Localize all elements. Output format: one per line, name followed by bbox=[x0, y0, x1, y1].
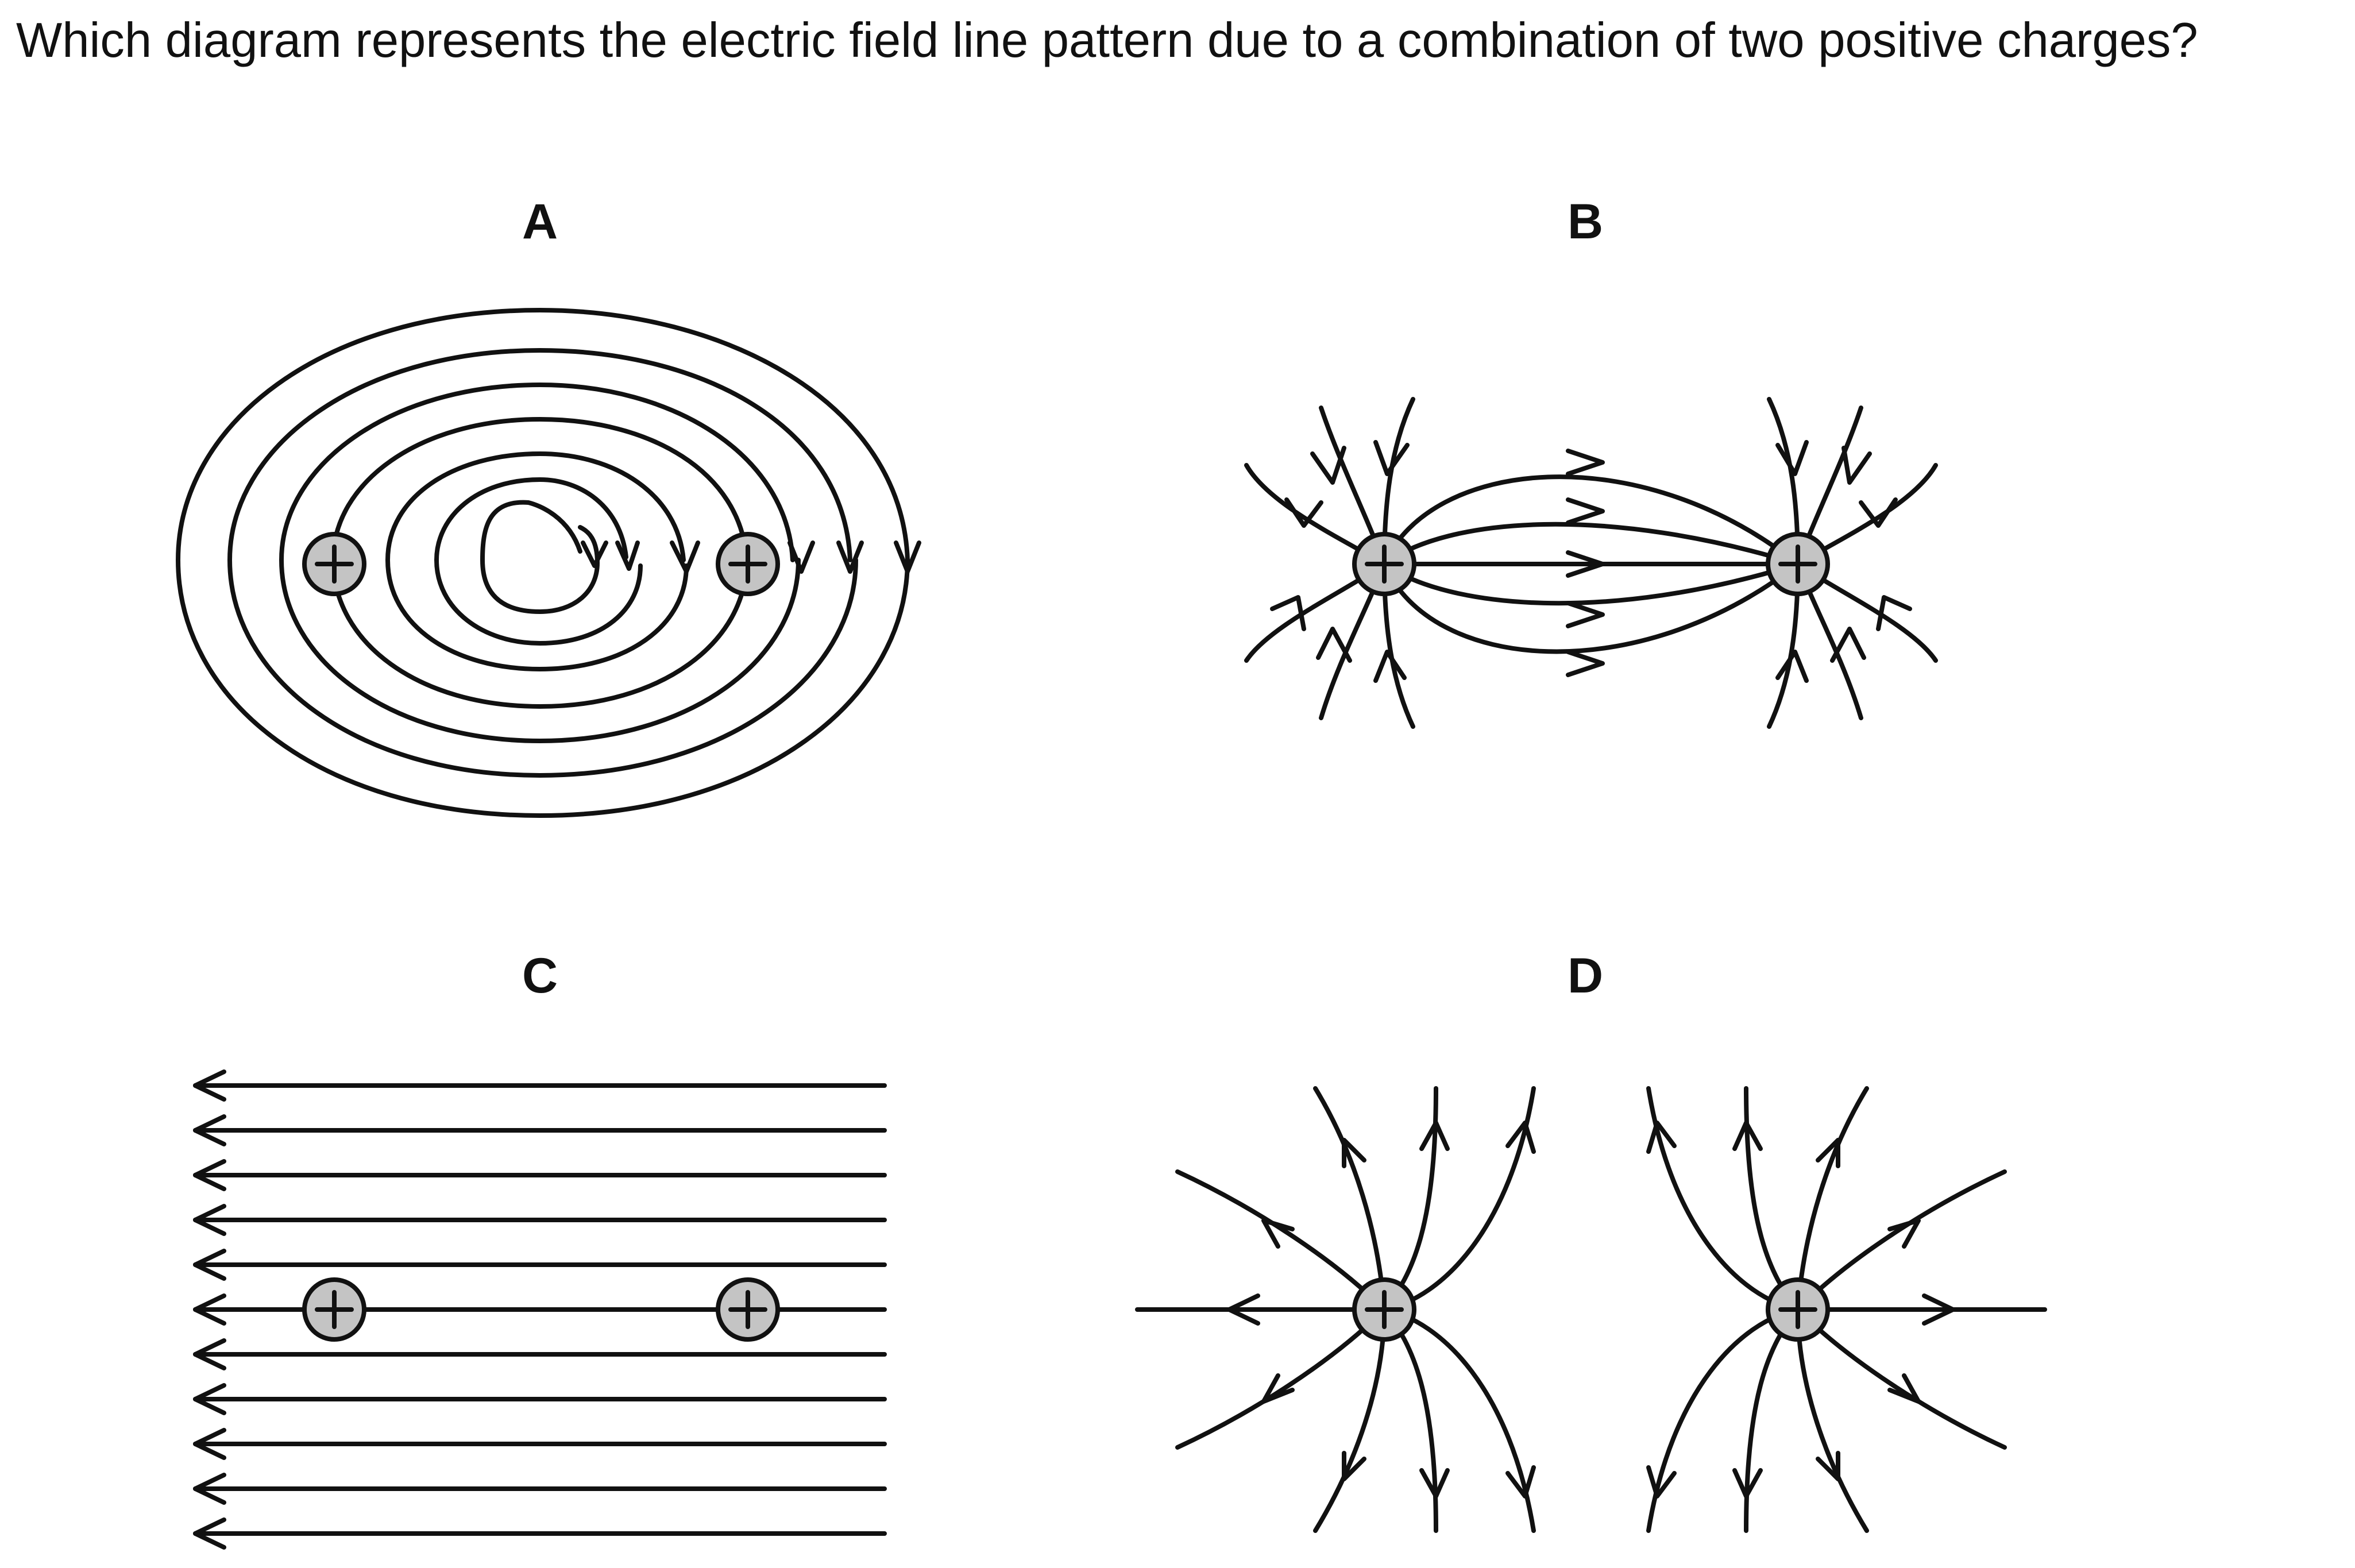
option-label-b: B bbox=[1568, 194, 1603, 249]
diagram-a-arrows bbox=[581, 540, 921, 574]
diagram-c-charge-left bbox=[302, 1277, 366, 1342]
diagram-b-arrows bbox=[1270, 440, 1912, 683]
diagram-a-charge-right bbox=[716, 532, 780, 596]
option-label-a: A bbox=[522, 194, 558, 249]
option-label-d: D bbox=[1568, 948, 1603, 1003]
diagram-d-field-lines bbox=[1135, 1086, 2047, 1533]
diagram-a-charge-left bbox=[302, 532, 366, 596]
diagram-c bbox=[193, 1069, 887, 1550]
diagram-c-field-lines bbox=[193, 1083, 887, 1536]
diagram-d-charge-left bbox=[1352, 1277, 1416, 1342]
diagram-a bbox=[176, 308, 921, 818]
diagram-b-field-lines bbox=[1244, 397, 1938, 729]
diagram-b-charge-right bbox=[1766, 532, 1830, 596]
diagram-d-arrows bbox=[1227, 1121, 1955, 1499]
diagram-b-charge-left bbox=[1352, 532, 1416, 596]
option-label-c: C bbox=[522, 948, 558, 1003]
question-text: Which diagram represents the electric fi… bbox=[16, 13, 2198, 68]
diagram-b bbox=[1244, 397, 1938, 729]
diagram-d-charge-right bbox=[1766, 1277, 1830, 1342]
diagram-d bbox=[1135, 1086, 2047, 1533]
diagram-c-arrows bbox=[193, 1069, 226, 1550]
diagram-c-charge-right bbox=[716, 1277, 780, 1342]
